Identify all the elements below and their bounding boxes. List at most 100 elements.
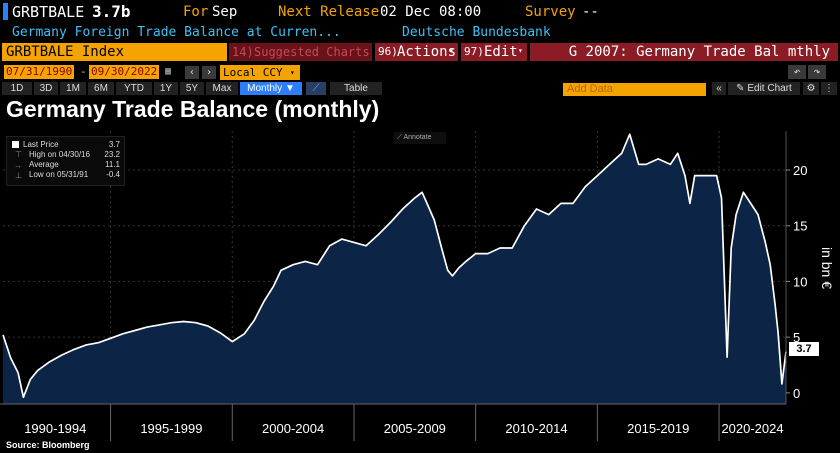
chart-name-bar[interactable]: G 2007: Germany Trade Bal mthly — [530, 43, 838, 61]
period-1d[interactable]: 1D — [2, 82, 32, 95]
edit-chart-label: Edit Chart — [747, 83, 792, 94]
description-row: Germany Foreign Trade Balance at Curren.… — [0, 24, 840, 42]
period-toolbar: 1D 3D 1M 6M YTD 1Y 5Y Max Monthly ▼ ⟋ Ta… — [0, 81, 840, 96]
legend-last-label: Last Price — [23, 140, 59, 149]
period-1y[interactable]: 1Y — [154, 82, 178, 95]
survey-label: Survey — [525, 4, 576, 20]
average-marker-icon: → — [14, 161, 22, 170]
legend-high-value: 23.2 — [104, 150, 120, 159]
date-toolbar: 07/31/1990 - 09/30/2022 ▦ ‹ › Local CCY … — [0, 64, 840, 81]
suggested-charts-num: 14) — [232, 45, 254, 59]
end-date-input[interactable]: 09/30/2022 — [89, 65, 160, 79]
x-tick-label: 1990-1994 — [24, 421, 86, 436]
ticker-marker — [3, 3, 8, 20]
edit-menu[interactable]: 97) Edit ▾ — [461, 43, 527, 61]
next-arrow-icon[interactable]: › — [202, 66, 216, 79]
legend-swatch — [12, 141, 19, 148]
security-header: GRBTBALE 3.7b For Sep Next Release 02 De… — [0, 0, 840, 24]
settings-gear-icon[interactable]: ⚙ — [803, 82, 819, 95]
period-6m[interactable]: 6M — [88, 82, 114, 95]
legend-last-value: 3.7 — [108, 140, 120, 149]
last-value-marker: 3.7 — [789, 342, 819, 356]
legend-low-value: -0.4 — [106, 170, 120, 179]
currency-select[interactable]: Local CCY ▾ — [220, 65, 300, 80]
frequency-label: Monthly — [247, 83, 283, 94]
for-value: Sep — [212, 4, 238, 20]
x-tick-label: 2015-2019 — [627, 421, 689, 436]
x-tick-label: 2000-2004 — [262, 421, 324, 436]
edit-chevron-icon: ▾ — [518, 46, 523, 55]
edit-num: 97) — [464, 45, 484, 58]
series-line[interactable] — [2, 133, 787, 399]
edit-chart-button[interactable]: ✎ Edit Chart — [728, 82, 800, 95]
security-field-text: GRBTBALE Index — [6, 44, 125, 60]
survey-value: -- — [582, 4, 599, 20]
period-max[interactable]: Max — [206, 82, 238, 95]
annotate-button[interactable]: ⟋ Annotate — [394, 132, 446, 144]
chart-title: Germany Trade Balance (monthly) — [6, 96, 380, 122]
next-release-label: Next Release — [278, 4, 380, 20]
period-5y[interactable]: 5Y — [180, 82, 204, 95]
frequency-chevron-icon: ▼ — [284, 83, 295, 94]
y-tick-label: 0 — [793, 386, 800, 401]
period-3d[interactable]: 3D — [34, 82, 58, 95]
last-value: 3.7b — [92, 2, 131, 21]
period-ytd[interactable]: YTD — [116, 82, 152, 95]
action-toolbar: GRBTBALE Index 14) Suggested Charts 96) … — [0, 42, 840, 62]
high-marker-icon: ⊤ — [15, 150, 22, 159]
security-field[interactable]: GRBTBALE Index — [2, 43, 227, 61]
actions-chevron-icon: ▾ — [449, 46, 454, 55]
currency-chevron-icon: ▾ — [290, 68, 295, 77]
for-label: For — [183, 4, 209, 20]
security-description: Germany Foreign Trade Balance at Curren.… — [12, 25, 341, 40]
x-tick-label: 2020-2024 — [721, 421, 783, 436]
actions-menu[interactable]: 96) Actions ▾ — [375, 43, 458, 61]
actions-num: 96) — [378, 45, 398, 58]
chart-name: G 2007: Germany Trade Bal mthly — [568, 44, 830, 60]
suggested-charts-button[interactable]: 14) Suggested Charts — [229, 43, 372, 61]
y-axis: 0 5 10 15 20 — [785, 131, 807, 404]
x-tick-label: 2010-2014 — [505, 421, 567, 436]
low-marker-icon: ⊥ — [15, 171, 22, 180]
y-tick-label: 5 — [793, 330, 800, 345]
series-area-fill — [3, 134, 786, 405]
frequency-select[interactable]: Monthly ▼ — [240, 82, 302, 95]
currency-label: Local CCY — [223, 66, 283, 79]
x-tick-label: 2005-2009 — [384, 421, 446, 436]
legend-average-label: Average — [29, 160, 59, 169]
period-1m[interactable]: 1M — [60, 82, 86, 95]
redo-icon[interactable]: ↷ — [808, 65, 826, 79]
y-tick-label: 20 — [793, 163, 807, 178]
collapse-icon[interactable]: « — [712, 82, 726, 95]
y-tick-label: 15 — [793, 219, 807, 234]
legend-high-label: High on 04/30/16 — [29, 150, 90, 159]
source-footnote: Source: Bloomberg — [6, 440, 90, 450]
actions-label: Actions — [397, 44, 457, 60]
chart-legend[interactable]: ⊤ → ⊥ Last Price 3.7 High on 04/30/16 23… — [6, 136, 125, 186]
table-button[interactable]: Table — [330, 82, 382, 95]
y-tick-label: 10 — [793, 274, 807, 289]
data-source: Deutsche Bundesbank — [402, 25, 551, 40]
add-data-placeholder: Add Data — [567, 83, 613, 95]
ticker[interactable]: GRBTBALE — [12, 3, 85, 21]
chart-options-icon[interactable]: ⋮ — [821, 82, 837, 95]
undo-icon[interactable]: ↶ — [788, 65, 806, 79]
start-date-input[interactable]: 07/31/1990 — [4, 65, 75, 79]
edit-label: Edit — [484, 44, 518, 60]
date-separator: - — [80, 65, 87, 78]
legend-average-value: 11.1 — [105, 160, 120, 169]
y-axis-label: in bn € — [819, 247, 835, 289]
next-release-value: 02 Dec 08:00 — [380, 4, 482, 20]
pencil-icon: ✎ — [736, 83, 745, 94]
prev-arrow-icon[interactable]: ‹ — [185, 66, 199, 79]
legend-low-label: Low on 05/31/91 — [29, 170, 89, 179]
add-data-input[interactable]: Add Data — [563, 83, 706, 96]
x-tick-label: 1995-1999 — [140, 421, 202, 436]
annotate-pencil-icon: ⟋ — [397, 134, 402, 141]
annotate-label: Annotate — [403, 134, 432, 141]
calendar-icon[interactable]: ▦ — [165, 66, 172, 77]
line-chart-icon[interactable]: ⟋ — [306, 82, 326, 95]
x-axis: 1990-1994 1995-1999 2000-2004 2005-2009 2010… — [0, 403, 786, 441]
suggested-charts-label: Suggested Charts — [254, 45, 370, 59]
